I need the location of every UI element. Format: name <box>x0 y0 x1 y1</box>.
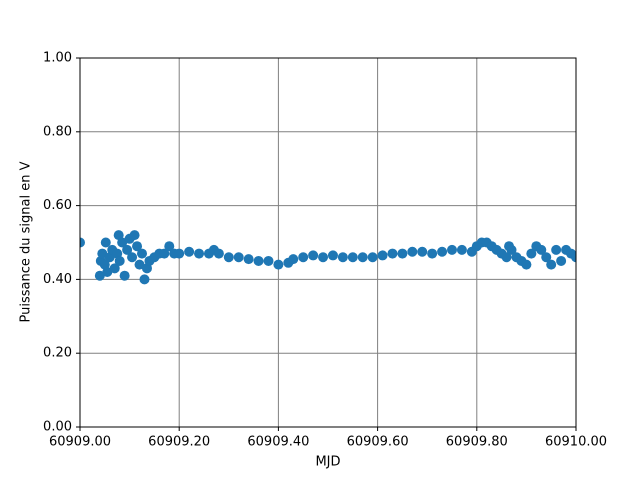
point <box>556 255 567 266</box>
point <box>541 252 552 263</box>
point <box>407 246 418 257</box>
point <box>337 252 348 263</box>
point <box>164 241 175 252</box>
point <box>521 259 532 270</box>
point <box>526 248 537 259</box>
point <box>139 274 150 285</box>
y-tick-label: 0.60 <box>43 198 72 213</box>
point <box>357 252 368 263</box>
point <box>97 248 108 259</box>
point <box>102 267 113 278</box>
point <box>100 237 111 248</box>
point <box>233 252 244 263</box>
y-tick-label: 0.20 <box>43 346 72 361</box>
point <box>129 230 140 241</box>
point <box>288 254 299 265</box>
point <box>80 237 85 248</box>
point <box>551 244 562 255</box>
point <box>243 254 254 265</box>
point <box>273 259 284 270</box>
point <box>427 248 438 259</box>
x-tick-label: 60909.40 <box>247 435 309 450</box>
point <box>437 246 448 257</box>
point <box>94 270 105 281</box>
point <box>194 248 205 259</box>
ticks: 60909.00 60909.20 60909.40 60909.60 60909.80… <box>43 51 607 450</box>
point <box>327 250 338 261</box>
y-tick-label: 0.40 <box>43 272 72 287</box>
point <box>213 248 224 259</box>
x-axis-label: MJD <box>315 455 340 470</box>
point <box>132 241 143 252</box>
point <box>117 237 128 248</box>
point <box>174 248 185 259</box>
point <box>571 252 576 263</box>
points <box>80 230 576 285</box>
x-tick-label: 60909.60 <box>347 435 409 450</box>
x-tick-label: 60909.80 <box>446 435 508 450</box>
point <box>184 246 195 257</box>
x-tick-label: 60910.00 <box>545 435 607 450</box>
point <box>114 255 125 266</box>
point <box>387 248 398 259</box>
point <box>546 259 557 270</box>
point <box>263 255 274 266</box>
point <box>253 255 264 266</box>
y-tick-label: 0.80 <box>43 124 72 139</box>
point <box>318 252 329 263</box>
point <box>223 252 234 263</box>
point <box>456 244 467 255</box>
point <box>109 263 120 274</box>
point <box>137 248 147 259</box>
point <box>417 246 428 257</box>
point <box>536 244 547 255</box>
point <box>501 252 512 263</box>
point <box>159 248 170 259</box>
point <box>298 252 309 263</box>
y-tick-label: 1.00 <box>43 51 72 66</box>
point <box>134 259 145 270</box>
point <box>367 252 378 263</box>
point <box>308 250 319 261</box>
point <box>447 244 457 255</box>
point <box>347 252 358 263</box>
point <box>397 248 408 259</box>
plot-frame <box>79 57 577 428</box>
point <box>506 244 517 255</box>
y-tick-label: 0.00 <box>43 420 72 435</box>
y-axis-label: Puissance du signal en V <box>19 161 34 322</box>
x-tick-label: 60909.20 <box>148 435 210 450</box>
point <box>377 250 388 261</box>
point <box>127 252 138 263</box>
point <box>122 244 133 255</box>
point <box>119 270 130 281</box>
x-tick-label: 60909.00 <box>49 435 111 450</box>
